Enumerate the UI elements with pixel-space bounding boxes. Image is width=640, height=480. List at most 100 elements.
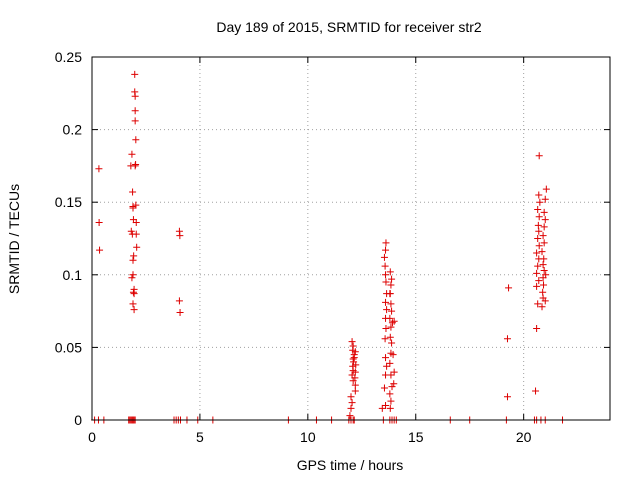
data-point (382, 325, 390, 333)
data-point (130, 290, 138, 298)
data-point (386, 333, 394, 341)
data-point (390, 317, 398, 325)
data-point (388, 383, 396, 391)
y-tick-label: 0.25 (55, 49, 82, 65)
data-point (388, 339, 396, 347)
data-point (382, 401, 390, 409)
data-point (133, 243, 141, 251)
data-point (542, 185, 550, 193)
data-point (532, 387, 540, 395)
data-point (346, 412, 354, 420)
data-point (539, 261, 547, 269)
y-tick-label: 0.2 (63, 122, 83, 138)
data-point (176, 309, 184, 317)
x-axis-label: GPS time / hours (297, 457, 404, 473)
data-point (131, 92, 139, 100)
data-point (130, 306, 138, 314)
data-point (378, 404, 386, 412)
data-point (387, 371, 395, 379)
data-point (540, 223, 548, 231)
x-tick-label: 0 (88, 429, 96, 445)
data-point (382, 354, 390, 362)
data-point (347, 404, 355, 412)
data-point (129, 256, 137, 264)
data-point (540, 255, 548, 263)
data-point (349, 355, 357, 363)
data-point (535, 213, 543, 221)
data-point (535, 191, 543, 199)
data-point (540, 239, 548, 247)
y-tick-label: 0 (74, 412, 82, 428)
data-point (382, 239, 390, 247)
data-point (351, 348, 359, 356)
data-point (387, 397, 395, 405)
data-point (386, 390, 394, 398)
data-point (349, 362, 357, 370)
data-point (382, 246, 390, 254)
data-point (131, 107, 139, 115)
data-point (132, 230, 140, 238)
data-point (176, 232, 184, 240)
data-point (388, 319, 396, 327)
axis-ticks: 0 0.05 0.1 0.15 0.2 0.25 0 5 10 15 20 (55, 49, 610, 445)
data-point (347, 393, 355, 401)
data-point (387, 300, 395, 308)
data-point (533, 269, 541, 277)
data-point (380, 384, 388, 392)
data-point (96, 246, 104, 254)
data-point (387, 323, 395, 331)
data-point (380, 253, 388, 261)
data-point (542, 271, 550, 279)
data-point (127, 227, 135, 235)
data-point (128, 150, 136, 158)
data-point (132, 201, 140, 209)
data-point (95, 219, 103, 227)
y-tick-label: 0.05 (55, 339, 82, 355)
data-point (539, 288, 547, 296)
y-tick-label: 0.1 (63, 267, 83, 283)
data-point (540, 281, 548, 289)
data-point (538, 248, 546, 256)
chart-title: Day 189 of 2015, SRMTID for receiver str… (216, 19, 482, 35)
data-point (534, 300, 542, 308)
data-point (352, 361, 360, 369)
data-point (535, 242, 543, 250)
data-point (132, 219, 140, 227)
data-point (533, 249, 541, 257)
data-point (503, 393, 511, 401)
data-point (386, 314, 394, 322)
data-point (95, 165, 103, 173)
data-point (533, 325, 541, 333)
data-point (129, 288, 137, 296)
data-point (131, 70, 139, 78)
data-point (503, 335, 511, 343)
data-point (541, 216, 549, 224)
data-point (388, 275, 396, 283)
x-tick-label: 20 (516, 429, 532, 445)
data-point (349, 342, 357, 350)
data-point (533, 282, 541, 290)
data-point (534, 221, 542, 229)
data-point (129, 271, 137, 279)
data-point (350, 354, 358, 362)
data-point (539, 232, 547, 240)
x-tick-label: 10 (300, 429, 316, 445)
y-axis-label: SRMTID / TECUs (6, 184, 22, 294)
data-point (129, 188, 137, 196)
data-point (351, 368, 359, 376)
data-point (382, 271, 390, 279)
data-point (386, 290, 394, 298)
data-point (386, 359, 394, 367)
data-point (382, 298, 390, 306)
data-point (383, 306, 391, 314)
data-point (540, 266, 548, 274)
data-point (538, 303, 546, 311)
x-tick-label: 5 (196, 429, 204, 445)
plot-frame (91, 56, 611, 421)
data-point (131, 117, 139, 125)
data-point (388, 307, 396, 315)
data-point (390, 380, 398, 388)
data-point (351, 381, 359, 389)
data-point (383, 362, 391, 370)
data-point (386, 268, 394, 276)
